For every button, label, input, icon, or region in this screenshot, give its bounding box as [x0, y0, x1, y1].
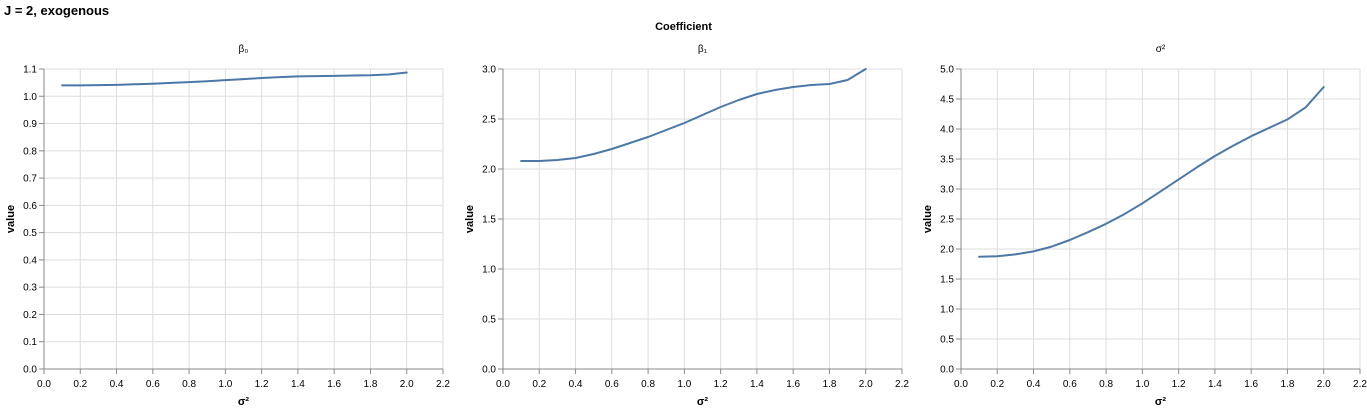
- y-axis-title: value: [922, 205, 934, 233]
- x-tick-label: 0.8: [182, 379, 196, 390]
- y-tick-label: 3.5: [940, 155, 954, 166]
- x-tick-label: 2.0: [1317, 379, 1331, 390]
- x-tick-label: 0.4: [1027, 379, 1041, 390]
- x-tick-label: 0.6: [605, 379, 619, 390]
- y-axis-title: value: [464, 205, 476, 233]
- x-axis-title: σ²: [238, 396, 250, 408]
- y-tick-label: 0.1: [23, 337, 37, 348]
- x-tick-label: 1.6: [786, 379, 800, 390]
- y-tick-label: 3.0: [482, 65, 496, 76]
- y-tick-label: 0.5: [23, 228, 37, 239]
- x-tick-label: 2.0: [400, 379, 414, 390]
- y-tick-label: 2.0: [940, 245, 954, 256]
- x-tick-label: 0.0: [496, 379, 510, 390]
- x-tick-label: 1.4: [1208, 379, 1222, 390]
- series-line: [978, 86, 1325, 258]
- chart-panel-1: β₀ 0.0 0.2 0.4 0.6 0.8 1.0 1.2 1.4 1.6 1.8 2.0 2.2 0.…: [5, 44, 450, 408]
- y-tick-label: 0.7: [23, 174, 37, 185]
- x-tick-label: 1.8: [823, 379, 837, 390]
- x-axis-title: σ²: [1155, 396, 1167, 408]
- x-tick-label: 1.4: [750, 379, 764, 390]
- x-tick-label: 2.2: [895, 379, 909, 390]
- x-tick-label: 1.0: [1135, 379, 1149, 390]
- y-tick-label: 0.0: [482, 365, 496, 376]
- x-tick-label: 1.2: [255, 379, 269, 390]
- x-tick-label: 0.2: [990, 379, 1004, 390]
- y-tick-label: 1.0: [482, 265, 496, 276]
- y-tick-label: 0.5: [482, 315, 496, 326]
- x-tick-label: 0.2: [73, 379, 87, 390]
- x-axis-title: σ²: [697, 396, 709, 408]
- panel-title: β₀: [239, 44, 249, 55]
- x-tick-label: 1.2: [1172, 379, 1186, 390]
- y-tick-label: 2.0: [482, 165, 496, 176]
- x-tick-label: 2.2: [1353, 379, 1367, 390]
- y-axis-title: value: [5, 205, 17, 233]
- x-tick-label: 0.8: [641, 379, 655, 390]
- y-tick-label: 0.4: [23, 255, 37, 266]
- chart-panel-3: σ² 0.0 0.2 0.4 0.6 0.8 1.0 1.2 1.4 1.6 1.8 2.0 2.2 0.…: [922, 44, 1367, 408]
- panel-title: β₁: [698, 44, 708, 55]
- y-tick-label: 0.0: [940, 365, 954, 376]
- x-tick-label: 2.0: [859, 379, 873, 390]
- x-tick-label: 0.4: [569, 379, 583, 390]
- y-tick-label: 5.0: [940, 65, 954, 76]
- chart-panel-2: β₁ 0.0 0.2 0.4 0.6 0.8 1.0 1.2 1.4 1.6 1.8 2.0 2.2 0.…: [464, 44, 909, 408]
- x-tick-label: 1.2: [714, 379, 728, 390]
- x-tick-label: 1.8: [364, 379, 378, 390]
- figure-title: J = 2, exogenous: [4, 3, 110, 18]
- y-tick-label: 0.6: [23, 201, 37, 212]
- x-tick-label: 0.6: [1063, 379, 1077, 390]
- x-tick-label: 1.6: [1244, 379, 1258, 390]
- x-tick-label: 1.0: [677, 379, 691, 390]
- y-tick-label: 3.0: [940, 185, 954, 196]
- y-tick-label: 0.3: [23, 283, 37, 294]
- y-tick-label: 2.5: [940, 215, 954, 226]
- x-tick-label: 1.8: [1281, 379, 1295, 390]
- facet-header: Coefficient: [655, 21, 712, 33]
- y-tick-label: 1.1: [23, 65, 37, 76]
- y-tick-label: 4.0: [940, 125, 954, 136]
- y-tick-label: 2.5: [482, 115, 496, 126]
- y-tick-label: 0.8: [23, 146, 37, 157]
- y-tick-label: 1.5: [940, 275, 954, 286]
- x-tick-label: 2.2: [436, 379, 450, 390]
- y-tick-label: 1.0: [23, 92, 37, 103]
- x-tick-label: 1.0: [218, 379, 232, 390]
- y-tick-label: 0.5: [940, 335, 954, 346]
- x-tick-label: 0.4: [110, 379, 124, 390]
- x-tick-label: 1.4: [291, 379, 305, 390]
- y-tick-label: 1.5: [482, 215, 496, 226]
- y-tick-label: 0.2: [23, 310, 37, 321]
- panel-title: σ²: [1156, 44, 1166, 55]
- x-tick-label: 0.2: [532, 379, 546, 390]
- series-line: [61, 71, 408, 87]
- x-tick-label: 1.6: [327, 379, 341, 390]
- x-tick-label: 0.0: [954, 379, 968, 390]
- y-tick-label: 0.9: [23, 119, 37, 130]
- x-tick-label: 0.6: [146, 379, 160, 390]
- y-tick-label: 0.0: [23, 365, 37, 376]
- x-tick-label: 0.8: [1099, 379, 1113, 390]
- y-tick-label: 1.0: [940, 305, 954, 316]
- series-line: [520, 68, 867, 162]
- x-tick-label: 0.0: [37, 379, 51, 390]
- y-tick-label: 4.5: [940, 95, 954, 106]
